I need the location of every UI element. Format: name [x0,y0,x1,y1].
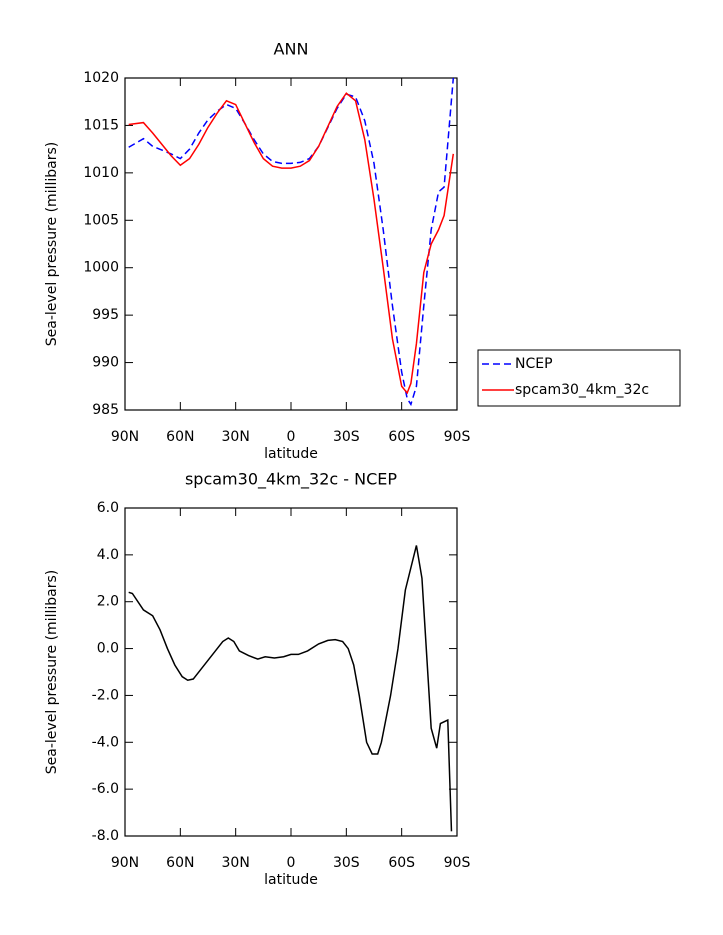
x-tick-label: 30S [333,855,360,871]
y-tick-label: -2.0 [92,687,119,703]
y-tick-label: 990 [92,355,119,371]
legend-box [477,349,681,407]
x-tick-label: 90N [111,855,139,871]
x-tick-label: 30N [222,855,250,871]
y-tick-label: 0.0 [97,641,119,657]
y-tick-label: 6.0 [97,500,119,516]
x-tick-label: 60N [166,855,194,871]
data-line [128,92,455,395]
y-tick-label: 1005 [83,212,119,228]
data-line [128,545,453,832]
x-tick-label: 60N [166,429,194,445]
x-tick-label: 0 [287,855,296,871]
y-tick-label: 1020 [83,70,119,86]
legend-label: spcam30_4km_32c [515,382,649,398]
y-tick-label: 2.0 [97,594,119,610]
x-tick-label: 30N [222,429,250,445]
y-tick-label: -6.0 [92,781,119,797]
x-tick-label: 90N [111,429,139,445]
legend-label: NCEP [515,356,553,372]
y-axis-label: Sea-level pressure (millibars) [44,142,60,346]
x-axis-label: latitude [264,446,318,462]
y-tick-label: -4.0 [92,734,119,750]
y-tick-label: 985 [92,402,119,418]
y-tick-label: 4.0 [97,547,119,563]
chart-title: ANN [274,40,309,59]
y-tick-label: -8.0 [92,828,119,844]
y-tick-label: 1010 [83,165,119,181]
x-tick-label: 30S [333,429,360,445]
chart-title: spcam30_4km_32c - NCEP [185,470,397,490]
y-tick-label: 1000 [83,260,119,276]
plot-frame [124,77,458,411]
y-axis-label: Sea-level pressure (millibars) [44,570,60,774]
x-tick-label: 60S [388,429,415,445]
x-axis-label: latitude [264,872,318,888]
x-tick-label: 0 [287,429,296,445]
y-tick-label: 995 [92,307,119,323]
x-tick-label: 90S [444,429,471,445]
data-line [128,77,455,407]
x-tick-label: 90S [444,855,471,871]
x-tick-label: 60S [388,855,415,871]
plot-frame [124,507,458,837]
y-tick-label: 1015 [83,117,119,133]
